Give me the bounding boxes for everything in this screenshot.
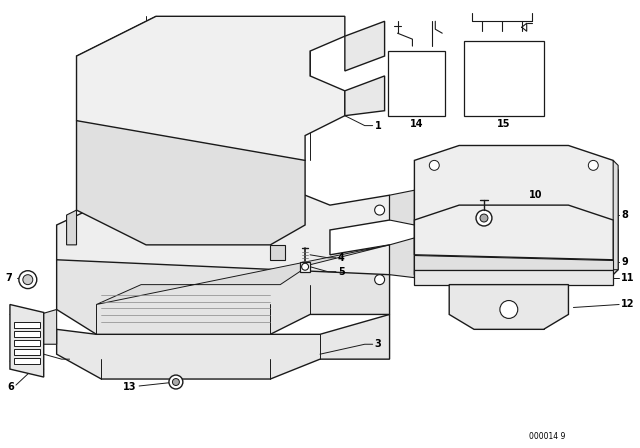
- Circle shape: [500, 301, 518, 319]
- Text: 9: 9: [621, 257, 628, 267]
- Polygon shape: [464, 41, 543, 116]
- Polygon shape: [300, 262, 310, 271]
- Text: 35: 35: [468, 98, 477, 104]
- Text: 8: 8: [621, 210, 628, 220]
- Polygon shape: [57, 185, 390, 305]
- Text: 85: 85: [482, 98, 491, 104]
- Polygon shape: [14, 332, 40, 337]
- Polygon shape: [388, 51, 445, 116]
- Text: 10: 10: [529, 190, 542, 200]
- Circle shape: [588, 250, 598, 260]
- Circle shape: [172, 379, 179, 385]
- Text: 6: 6: [7, 382, 13, 392]
- Text: 87: 87: [430, 96, 439, 102]
- Polygon shape: [77, 16, 345, 175]
- Polygon shape: [97, 245, 390, 305]
- Polygon shape: [415, 255, 613, 270]
- Text: 87: 87: [494, 98, 503, 104]
- Text: 000014 9: 000014 9: [529, 432, 565, 441]
- Circle shape: [23, 275, 33, 284]
- Text: 30: 30: [511, 98, 520, 104]
- Polygon shape: [14, 358, 40, 364]
- Polygon shape: [57, 314, 390, 379]
- Text: 4: 4: [338, 253, 344, 263]
- Text: 87a: 87a: [525, 98, 536, 103]
- Polygon shape: [67, 210, 77, 245]
- Text: 12: 12: [621, 300, 635, 310]
- Polygon shape: [415, 146, 618, 275]
- Text: 85: 85: [419, 90, 428, 96]
- Circle shape: [169, 375, 183, 389]
- Polygon shape: [40, 310, 57, 344]
- Text: 2: 2: [415, 265, 421, 275]
- Circle shape: [19, 271, 36, 289]
- Polygon shape: [415, 270, 613, 284]
- Polygon shape: [390, 190, 415, 225]
- Circle shape: [374, 275, 385, 284]
- Circle shape: [301, 263, 308, 270]
- Polygon shape: [449, 284, 568, 329]
- Polygon shape: [415, 205, 613, 260]
- Text: 7: 7: [5, 273, 12, 283]
- Polygon shape: [77, 121, 305, 245]
- Text: 1: 1: [374, 121, 381, 131]
- Text: 14: 14: [410, 119, 423, 129]
- Text: 3: 3: [374, 339, 381, 349]
- Circle shape: [429, 250, 439, 260]
- Circle shape: [480, 214, 488, 222]
- Polygon shape: [390, 238, 415, 278]
- Polygon shape: [14, 349, 40, 355]
- Polygon shape: [14, 340, 40, 346]
- Text: 86: 86: [404, 96, 413, 102]
- Polygon shape: [345, 76, 385, 116]
- Text: 11: 11: [621, 273, 635, 283]
- Circle shape: [476, 210, 492, 226]
- Text: 30: 30: [392, 90, 401, 96]
- Circle shape: [429, 160, 439, 170]
- Text: 15: 15: [497, 119, 511, 129]
- Polygon shape: [57, 260, 390, 334]
- Polygon shape: [270, 245, 285, 260]
- Circle shape: [374, 205, 385, 215]
- Polygon shape: [14, 323, 40, 328]
- Polygon shape: [345, 21, 385, 71]
- Circle shape: [588, 160, 598, 170]
- Text: 13: 13: [123, 382, 136, 392]
- Polygon shape: [10, 305, 44, 377]
- Text: 5: 5: [338, 267, 344, 277]
- Polygon shape: [613, 160, 618, 270]
